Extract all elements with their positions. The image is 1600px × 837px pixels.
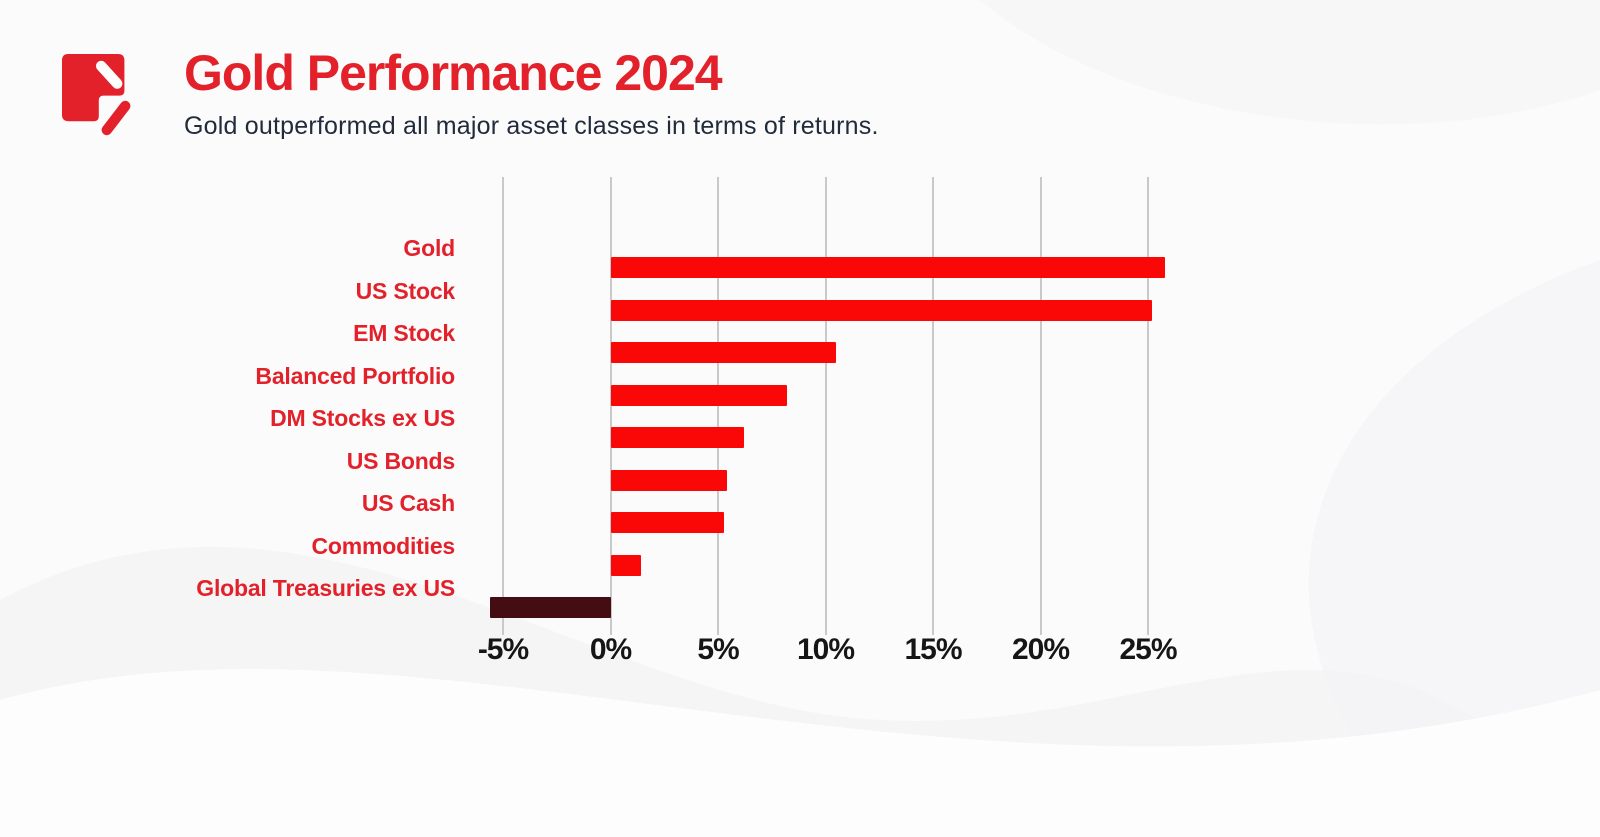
gridline-0 [609,177,612,635]
header-text: Gold Performance 2024 Gold outperformed … [184,48,879,141]
bar-us-cash [610,512,725,533]
gridline-10 [824,177,827,635]
header: Gold Performance 2024 Gold outperformed … [60,48,879,141]
page-subtitle: Gold outperformed all major asset classe… [184,112,879,140]
gridline--5 [502,177,504,635]
x-tick-label-0: 0% [589,633,632,666]
category-label-us-bonds: US Bonds [346,447,455,474]
category-label-commodities: Commodities [311,532,456,559]
gridline-25 [1147,177,1149,635]
gridline-20 [1039,177,1042,635]
x-tick-label-5: 5% [697,633,739,666]
bar-em-stock [610,342,837,363]
x-tick-label-15: 15% [904,633,962,666]
gridline-15 [932,177,934,635]
bar-balanced-portfolio [610,384,787,406]
x-tick-label-10: 10% [796,633,855,666]
logo-red-slash [101,100,131,136]
bar-gold [610,257,1166,278]
category-label-dm-stocks-ex-us: DM Stocks ex US [270,405,455,431]
page-title: Gold Performance 2024 [184,45,723,101]
bar-commodities [610,554,641,576]
x-tick-label-20: 20% [1011,633,1070,666]
category-label-us-cash: US Cash [361,490,455,516]
bar-us-bonds [610,469,727,491]
category-label-global-treasuries-ex-us: Global Treasuries ex US [196,575,455,601]
category-label-gold: Gold [403,235,455,261]
x-tick-label-5: -5% [477,633,529,666]
bar-dm-stocks-ex-us [610,427,744,448]
plot-area [490,177,1166,635]
pen-slash-logo-icon [62,54,131,136]
category-label-balanced-portfolio: Balanced Portfolio [255,362,455,389]
category-label-us-stock: US Stock [355,277,456,304]
bar-us-stock [610,299,1153,321]
x-tick-label-25: 25% [1119,633,1177,666]
gridline-5 [717,177,719,635]
category-label-em-stock: EM Stock [353,320,455,346]
logo-white-slash [96,60,123,89]
bar-global-treasuries-ex-us [490,597,611,618]
